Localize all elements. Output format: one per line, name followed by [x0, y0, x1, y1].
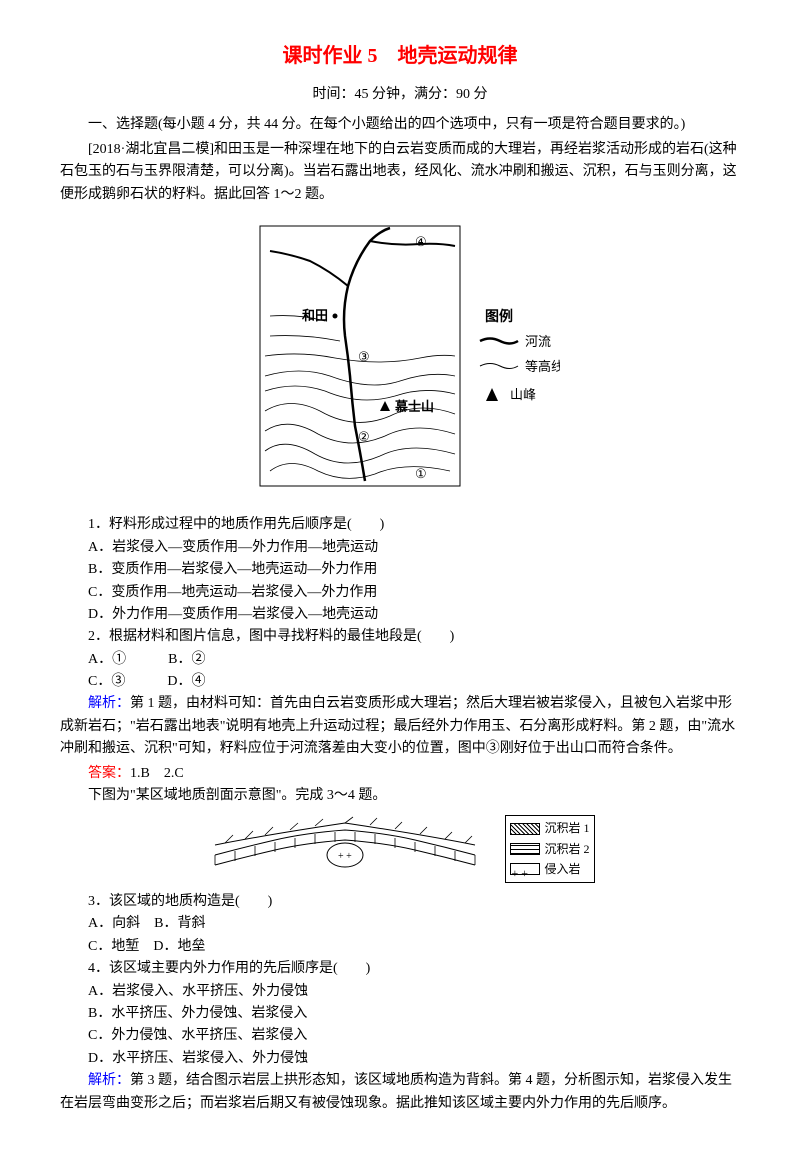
context-paragraph-2: 下图为"某区域地质剖面示意图"。完成 3～4 题。 — [60, 785, 740, 807]
pattern-1-icon — [510, 823, 540, 835]
legend-contour: 等高线 — [525, 359, 560, 374]
answer-label: 答案： — [88, 766, 130, 781]
q2-optA: A．① — [88, 652, 126, 667]
q3-optA: A．向斜 — [88, 916, 140, 931]
mark-2: ② — [358, 429, 370, 444]
q4-optD: D．水平挤压、岩浆侵入、外力侵蚀 — [60, 1048, 740, 1070]
pattern-2-icon — [510, 843, 540, 855]
analysis-label-2: 解析： — [88, 1073, 130, 1088]
legend-item-1: 沉积岩 1 — [544, 819, 589, 838]
section-heading: 一、选择题(每小题 4 分，共 44 分。在每个小题给出的四个选项中，只有一项是… — [60, 114, 740, 136]
worksheet-title: 课时作业 5 地壳运动规律 — [60, 40, 740, 72]
context-paragraph-1: [2018·湖北宜昌二模]和田玉是一种深埋在地下的白云岩变质而成的大理岩，再经岩… — [60, 139, 740, 206]
cross-section-svg: + + — [205, 815, 485, 870]
q4-optC: C．外力侵蚀、水平挤压、岩浆侵入 — [60, 1025, 740, 1047]
answer-text-1: 1.B 2.C — [130, 766, 184, 781]
q2-options-AB: A．① B．② — [60, 649, 740, 671]
analysis-text-1: 第 1 题，由材料可知：首先由白云岩变质形成大理岩；然后大理岩被岩浆侵入，且被包… — [60, 696, 735, 756]
q2-stem: 2．根据材料和图片信息，图中寻找籽料的最佳地段是( ) — [60, 626, 740, 648]
legend-river: 河流 — [525, 334, 551, 349]
legend-item-2: 沉积岩 2 — [544, 840, 589, 859]
q1-optA: A．岩浆侵入—变质作用—外力作用—地壳运动 — [60, 537, 740, 559]
q1-stem: 1．籽料形成过程中的地质作用先后顺序是( ) — [60, 514, 740, 536]
q3-optC: C．地堑 — [88, 939, 139, 954]
analysis-2: 解析：第 3 题，结合图示岩层上拱形态知，该区域地质构造为背斜。第 4 题，分析… — [60, 1070, 740, 1115]
mark-3: ③ — [358, 349, 370, 364]
legend-title: 图例 — [485, 308, 513, 325]
q1-optD: D．外力作用—变质作用—岩浆侵入—地壳运动 — [60, 604, 740, 626]
analysis-text-2: 第 3 题，结合图示岩层上拱形态知，该区域地质构造为背斜。第 4 题，分析图示知… — [60, 1073, 732, 1110]
cross-section-legend: 沉积岩 1 沉积岩 2 + + 侵入岩 — [505, 815, 594, 883]
map-figure: ④ ③ ② ① 和田 慕士山 图例 河流 等高线 山峰 — [60, 216, 740, 504]
q1-optB: B．变质作用—岩浆侵入—地壳运动—外力作用 — [60, 559, 740, 581]
q4-stem: 4．该区域主要内外力作用的先后顺序是( ) — [60, 958, 740, 980]
q3-optD: D．地垒 — [153, 939, 205, 954]
cross-section-figure: + + 沉积岩 1 沉积岩 2 + + 侵入岩 — [60, 815, 740, 883]
q2-optB: B．② — [168, 652, 205, 667]
worksheet-subtitle: 时间：45 分钟，满分：90 分 — [60, 84, 740, 106]
analysis-label: 解析： — [88, 696, 130, 711]
mushishan-label: 慕士山 — [394, 399, 434, 414]
q4-optA: A．岩浆侵入、水平挤压、外力侵蚀 — [60, 981, 740, 1003]
map-svg: ④ ③ ② ① 和田 慕士山 图例 河流 等高线 山峰 — [240, 216, 560, 496]
q2-options-CD: C．③ D．④ — [60, 671, 740, 693]
hetian-label: 和田 — [302, 308, 328, 323]
analysis-1: 解析：第 1 题，由材料可知：首先由白云岩变质形成大理岩；然后大理岩被岩浆侵入，… — [60, 693, 740, 760]
q2-optC: C．③ — [88, 674, 125, 689]
legend-peak: 山峰 — [510, 387, 536, 402]
q3-options-CD: C．地堑 D．地垒 — [60, 936, 740, 958]
q4-optB: B．水平挤压、外力侵蚀、岩浆侵入 — [60, 1003, 740, 1025]
q2-optD: D．④ — [167, 674, 205, 689]
pattern-3-icon: + + — [510, 863, 540, 875]
svg-text:+ +: + + — [338, 851, 352, 862]
q3-stem: 3．该区域的地质构造是( ) — [60, 891, 740, 913]
q3-optB: B．背斜 — [154, 916, 205, 931]
legend-item-3: 侵入岩 — [544, 860, 580, 879]
mark-1: ① — [415, 466, 427, 481]
q3-options-AB: A．向斜 B．背斜 — [60, 913, 740, 935]
answer-1: 答案：1.B 2.C — [60, 763, 740, 785]
mark-4: ④ — [415, 234, 427, 249]
q1-optC: C．变质作用—地壳运动—岩浆侵入—外力作用 — [60, 582, 740, 604]
